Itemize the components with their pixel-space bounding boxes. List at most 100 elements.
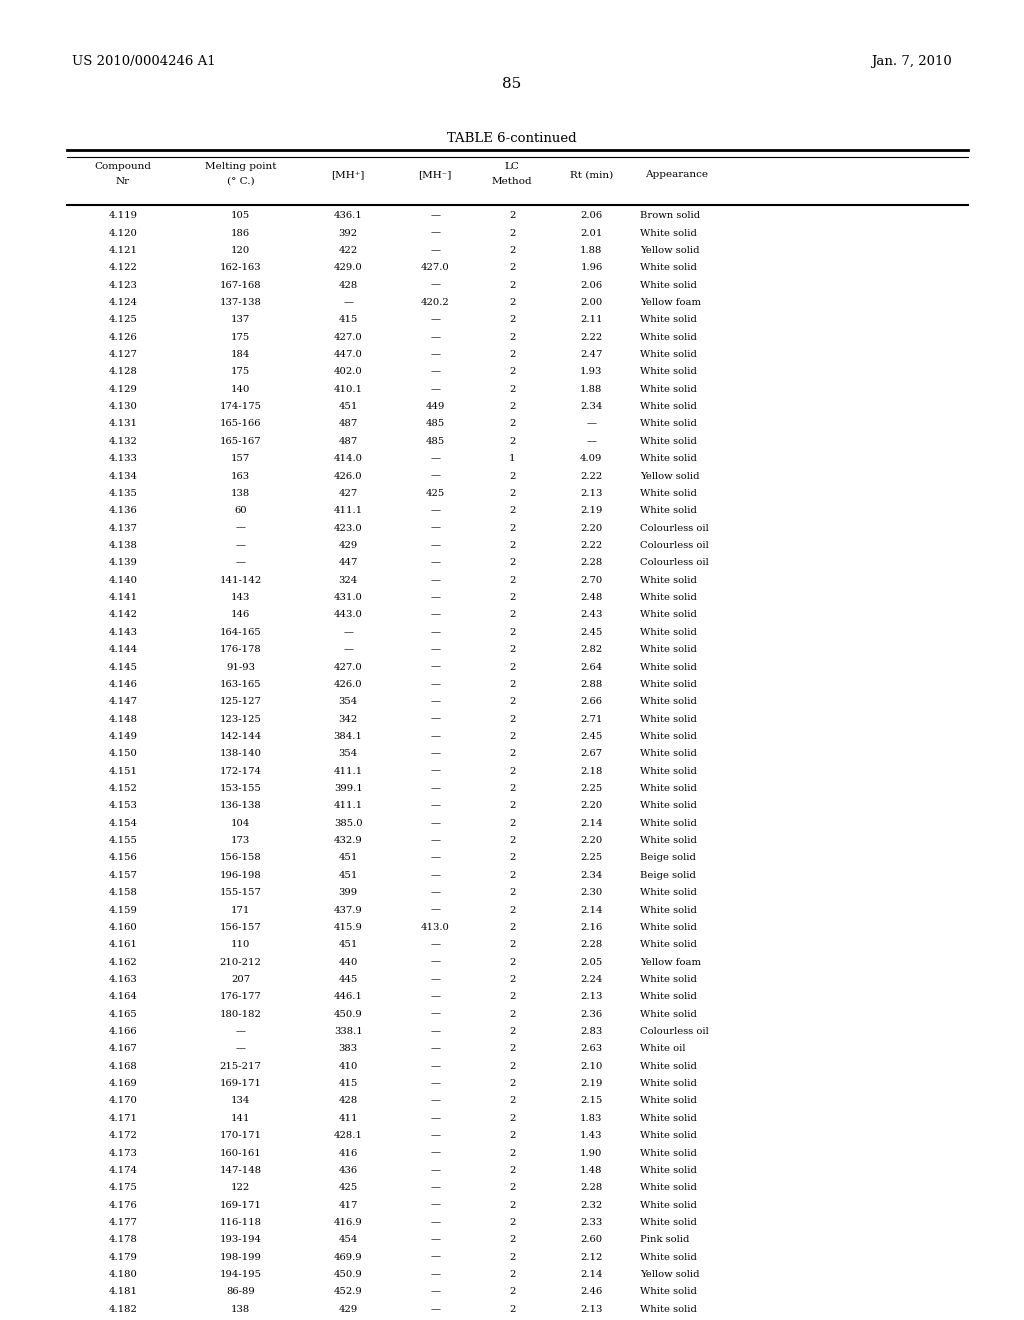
Text: 4.175: 4.175 bbox=[109, 1183, 137, 1192]
Text: 425: 425 bbox=[426, 488, 444, 498]
Text: 4.166: 4.166 bbox=[109, 1027, 137, 1036]
Text: 2: 2 bbox=[509, 628, 515, 636]
Text: 2: 2 bbox=[509, 801, 515, 810]
Text: 169-171: 169-171 bbox=[220, 1201, 261, 1209]
Text: 447.0: 447.0 bbox=[334, 350, 362, 359]
Text: 4.144: 4.144 bbox=[109, 645, 137, 655]
Text: 411.1: 411.1 bbox=[334, 507, 362, 515]
Text: —: — bbox=[430, 767, 440, 776]
Text: —: — bbox=[430, 940, 440, 949]
Text: 451: 451 bbox=[339, 854, 357, 862]
Text: White solid: White solid bbox=[640, 697, 697, 706]
Text: 2: 2 bbox=[509, 385, 515, 393]
Text: —: — bbox=[430, 975, 440, 983]
Text: 4.130: 4.130 bbox=[109, 403, 137, 411]
Text: White solid: White solid bbox=[640, 1201, 697, 1209]
Text: 450.9: 450.9 bbox=[334, 1010, 362, 1019]
Text: 162-163: 162-163 bbox=[220, 263, 261, 272]
Text: 4.171: 4.171 bbox=[109, 1114, 137, 1123]
Text: 2.20: 2.20 bbox=[581, 524, 602, 533]
Text: 4.146: 4.146 bbox=[109, 680, 137, 689]
Text: 399.1: 399.1 bbox=[334, 784, 362, 793]
Text: 1.88: 1.88 bbox=[581, 385, 602, 393]
Text: 160-161: 160-161 bbox=[220, 1148, 261, 1158]
Text: —: — bbox=[430, 714, 440, 723]
Text: White solid: White solid bbox=[640, 576, 697, 585]
Text: 4.139: 4.139 bbox=[109, 558, 137, 568]
Text: —: — bbox=[430, 471, 440, 480]
Text: 2: 2 bbox=[509, 403, 515, 411]
Text: [MH⁻]: [MH⁻] bbox=[419, 170, 452, 180]
Text: 2.19: 2.19 bbox=[581, 507, 602, 515]
Text: 2: 2 bbox=[509, 714, 515, 723]
Text: Rt (min): Rt (min) bbox=[569, 170, 613, 180]
Text: 2: 2 bbox=[509, 784, 515, 793]
Text: 2: 2 bbox=[509, 298, 515, 308]
Text: Pink solid: Pink solid bbox=[640, 1236, 689, 1245]
Text: 428: 428 bbox=[339, 281, 357, 289]
Text: White solid: White solid bbox=[640, 731, 697, 741]
Text: 414.0: 414.0 bbox=[334, 454, 362, 463]
Text: 485: 485 bbox=[426, 437, 444, 446]
Text: White solid: White solid bbox=[640, 1183, 697, 1192]
Text: White solid: White solid bbox=[640, 403, 697, 411]
Text: 2: 2 bbox=[509, 818, 515, 828]
Text: 342: 342 bbox=[339, 714, 357, 723]
Text: 155-157: 155-157 bbox=[220, 888, 261, 898]
Text: —: — bbox=[430, 1201, 440, 1209]
Text: 175: 175 bbox=[231, 333, 250, 342]
Text: 1.93: 1.93 bbox=[581, 367, 602, 376]
Text: 4.119: 4.119 bbox=[109, 211, 137, 220]
Text: 2.71: 2.71 bbox=[581, 714, 602, 723]
Text: 2.05: 2.05 bbox=[581, 957, 602, 966]
Text: 2.83: 2.83 bbox=[581, 1027, 602, 1036]
Text: 2: 2 bbox=[509, 610, 515, 619]
Text: 2.36: 2.36 bbox=[581, 1010, 602, 1019]
Text: 411: 411 bbox=[338, 1114, 358, 1123]
Text: —: — bbox=[430, 1304, 440, 1313]
Text: 4.137: 4.137 bbox=[109, 524, 137, 533]
Text: 2.00: 2.00 bbox=[581, 298, 602, 308]
Text: 4.121: 4.121 bbox=[109, 246, 137, 255]
Text: 210-212: 210-212 bbox=[220, 957, 261, 966]
Text: 2.67: 2.67 bbox=[581, 750, 602, 758]
Text: 2: 2 bbox=[509, 524, 515, 533]
Text: —: — bbox=[236, 541, 246, 550]
Text: 437.9: 437.9 bbox=[334, 906, 362, 915]
Text: 2.46: 2.46 bbox=[581, 1287, 602, 1296]
Text: 4.143: 4.143 bbox=[109, 628, 137, 636]
Text: 2: 2 bbox=[509, 731, 515, 741]
Text: 2.64: 2.64 bbox=[581, 663, 602, 672]
Text: —: — bbox=[430, 593, 440, 602]
Text: 4.141: 4.141 bbox=[109, 593, 137, 602]
Text: 338.1: 338.1 bbox=[334, 1027, 362, 1036]
Text: 4.132: 4.132 bbox=[109, 437, 137, 446]
Text: 2: 2 bbox=[509, 871, 515, 880]
Text: 2.14: 2.14 bbox=[581, 906, 602, 915]
Text: 1: 1 bbox=[509, 454, 515, 463]
Text: 2.11: 2.11 bbox=[581, 315, 602, 325]
Text: Beige solid: Beige solid bbox=[640, 854, 696, 862]
Text: 2: 2 bbox=[509, 1253, 515, 1262]
Text: 104: 104 bbox=[231, 818, 250, 828]
Text: 2: 2 bbox=[509, 228, 515, 238]
Text: —: — bbox=[430, 228, 440, 238]
Text: 4.129: 4.129 bbox=[109, 385, 137, 393]
Text: 163: 163 bbox=[231, 471, 250, 480]
Text: 146: 146 bbox=[231, 610, 250, 619]
Text: 105: 105 bbox=[231, 211, 250, 220]
Text: White solid: White solid bbox=[640, 1080, 697, 1088]
Text: 175: 175 bbox=[231, 367, 250, 376]
Text: —: — bbox=[430, 1218, 440, 1228]
Text: 416.9: 416.9 bbox=[334, 1218, 362, 1228]
Text: 137: 137 bbox=[231, 315, 250, 325]
Text: 4.172: 4.172 bbox=[109, 1131, 137, 1140]
Text: 399: 399 bbox=[339, 888, 357, 898]
Text: 4.150: 4.150 bbox=[109, 750, 137, 758]
Text: 487: 487 bbox=[339, 420, 357, 429]
Text: —: — bbox=[430, 1061, 440, 1071]
Text: 2: 2 bbox=[509, 940, 515, 949]
Text: —: — bbox=[430, 731, 440, 741]
Text: White solid: White solid bbox=[640, 888, 697, 898]
Text: —: — bbox=[430, 333, 440, 342]
